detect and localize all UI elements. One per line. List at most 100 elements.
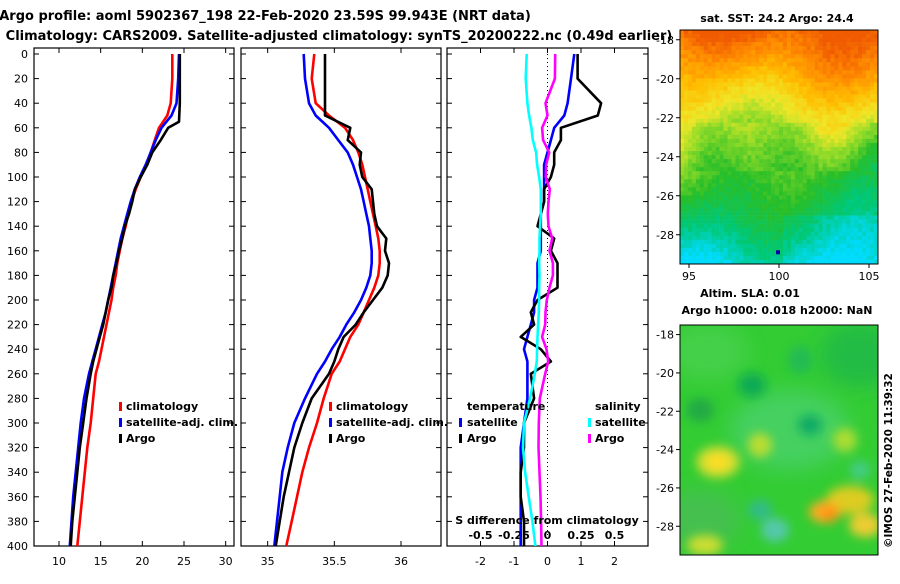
depth-tick-label: 100 — [7, 171, 28, 184]
depth-tick-label: 80 — [14, 146, 28, 159]
salinity-panel — [240, 47, 442, 547]
legend-swatch-temp-satellite — [459, 418, 462, 427]
legend-label-temp-argo: Argo — [467, 432, 497, 445]
legend-label-climatology: climatology — [336, 400, 408, 413]
x-secondary-tick-label: -0.5 — [468, 529, 492, 542]
legend-swatch-sal-satellite — [588, 418, 591, 427]
sst-map-axes: -18 -20 -22 -24 -26 -28 95 100 105 — [656, 34, 879, 283]
series-line-satellite-adj-clim- — [273, 53, 374, 547]
difference-legend: temperature satellite Argo salinity sate… — [459, 400, 646, 445]
depth-tick-label: 180 — [7, 269, 28, 282]
x-tick-label: 1 — [578, 555, 585, 568]
sst-y-tick-label: -22 — [656, 112, 674, 125]
x-secondary-tick-label: 0.25 — [567, 529, 594, 542]
legend-label-sal-argo: Argo — [595, 432, 625, 445]
sst-map-title: sat. SST: 24.2 Argo: 24.4 — [700, 12, 854, 25]
depth-tick-label: 340 — [7, 466, 28, 479]
depth-tick-label: 60 — [14, 122, 28, 135]
argo-position-marker — [775, 250, 780, 255]
sla-map-title: Altim. SLA: 0.01 — [700, 287, 800, 300]
depth-tick-label: 360 — [7, 491, 28, 504]
depth-tick-label: 240 — [7, 343, 28, 356]
sla-y-tick-label: -22 — [656, 405, 674, 418]
salinity-chart: 35 35.5 36 — [241, 48, 441, 568]
legend-label-argo: Argo — [126, 432, 156, 445]
depth-axis: 0 20 40 60 80 100 120 140 160 180 200 220 240 260 280 3… — [7, 48, 28, 553]
x-tick-label: -1 — [509, 555, 520, 568]
sla-y-tick-label: -18 — [656, 329, 674, 342]
depth-tick-label: 220 — [7, 319, 28, 332]
temperature-legend: climatology satellite-adj. clim. Argo — [119, 400, 238, 445]
x-tick-label: 35 — [261, 555, 275, 568]
difference-xlabel: S difference from climatology — [455, 514, 639, 527]
x-tick-label: 30 — [219, 555, 233, 568]
depth-tick-label: 40 — [14, 97, 28, 110]
legend-heading-salinity: salinity — [595, 400, 641, 413]
title-line-2: Climatology: CARS2009. Satellite-adjuste… — [6, 29, 673, 44]
sst-y-tick-label: -26 — [656, 190, 674, 203]
x-tick-label: 35.5 — [322, 555, 347, 568]
depth-tick-label: 140 — [7, 220, 28, 233]
temperature-chart: 10 15 20 25 30 — [34, 48, 234, 568]
legend-swatch-argo — [329, 434, 332, 443]
series-line-argo — [69, 54, 182, 547]
sst-y-tick-label: -20 — [656, 73, 674, 86]
depth-tick-label: 380 — [7, 515, 28, 528]
sla-map-image — [680, 325, 878, 555]
depth-tick-label: 300 — [7, 417, 28, 430]
x-tick-label: 36 — [394, 555, 408, 568]
difference-chart: -2 -1 0 1 2-0.5 -0.25 0 0.25 0.5 — [447, 48, 648, 568]
x-tick-label: 25 — [177, 555, 191, 568]
legend-swatch-sal-argo — [588, 434, 591, 443]
legend-swatch-argo — [119, 434, 122, 443]
depth-tick-label: 400 — [7, 540, 28, 553]
x-tick-label: 0 — [544, 555, 551, 568]
x-tick-label: 20 — [135, 555, 149, 568]
legend-swatch-temp-argo — [459, 434, 462, 443]
sla-map-subtitle: Argo h1000: 0.018 h2000: NaN — [681, 304, 872, 317]
sla-y-tick-label: -26 — [656, 482, 674, 495]
series-line-salinity-argo — [537, 53, 557, 547]
legend-swatch-satellite — [119, 418, 122, 427]
sst-x-tick-label: 105 — [859, 270, 880, 283]
title-line-1: Argo profile: aoml 5902367_198 22-Feb-20… — [0, 9, 531, 24]
sst-y-tick-label: -28 — [656, 229, 674, 242]
legend-swatch-satellite — [329, 418, 332, 427]
depth-tick-label: 200 — [7, 294, 28, 307]
sst-x-tick-label: 95 — [682, 270, 696, 283]
legend-label-satellite: satellite-adj. clim. — [336, 416, 448, 429]
legend-swatch-climatology — [329, 402, 332, 411]
sla-y-tick-label: -24 — [656, 444, 674, 457]
legend-label-sal-satellite: satellite — [595, 416, 646, 429]
temperature-panel — [33, 47, 235, 547]
sst-y-tick-label: -18 — [656, 34, 674, 47]
sla-map-frame — [679, 324, 879, 556]
depth-tick-label: 320 — [7, 442, 28, 455]
x-tick-label: 10 — [52, 555, 66, 568]
sla-y-tick-label: -20 — [656, 367, 674, 380]
depth-tick-label: 280 — [7, 392, 28, 405]
salinity-legend: climatology satellite-adj. clim. Argo — [329, 400, 448, 445]
legend-label-argo: Argo — [336, 432, 366, 445]
x-tick-label: -2 — [475, 555, 486, 568]
copyright-stamp: ©IMOS 27-Feb-2020 11:39:32 — [883, 373, 895, 548]
x-tick-label: 15 — [94, 555, 108, 568]
sla-y-tick-label: -28 — [656, 520, 674, 533]
sst-x-tick-label: 100 — [769, 270, 790, 283]
x-tick-label: 2 — [611, 555, 618, 568]
sla-map-axes: -18 -20 -22 -24 -26 -28 — [656, 329, 680, 533]
legend-label-temp-satellite: satellite — [467, 416, 518, 429]
depth-tick-label: 0 — [21, 48, 28, 61]
depth-tick-label: 260 — [7, 368, 28, 381]
legend-swatch-climatology — [119, 402, 122, 411]
depth-tick-label: 160 — [7, 245, 28, 258]
sst-y-tick-label: -24 — [656, 151, 674, 164]
series-line-argo — [274, 54, 391, 547]
legend-label-satellite: satellite-adj. clim. — [126, 416, 238, 429]
legend-label-climatology: climatology — [126, 400, 198, 413]
depth-tick-label: 120 — [7, 196, 28, 209]
depth-tick-label: 20 — [14, 73, 28, 86]
x-secondary-tick-label: 0 — [544, 529, 552, 542]
